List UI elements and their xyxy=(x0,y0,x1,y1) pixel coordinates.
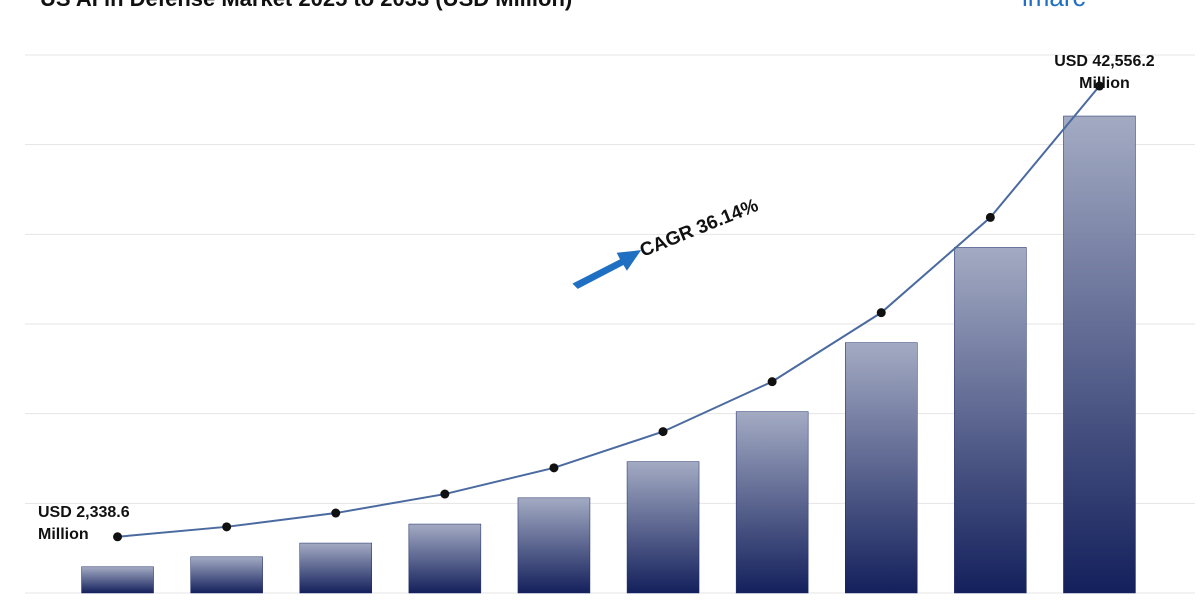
value-label: USD 42,556.2 Million xyxy=(1054,53,1155,92)
cagr-arrow xyxy=(572,250,642,289)
logo: imarc xyxy=(1022,0,1086,12)
value-label: USD 2,338.6 Million xyxy=(38,504,130,543)
bar xyxy=(408,523,482,594)
chart-title: US AI in Defense Market 2025 to 2033 (US… xyxy=(40,0,572,11)
bar xyxy=(954,247,1027,594)
bar xyxy=(626,461,700,594)
bar xyxy=(844,342,918,594)
grid xyxy=(25,54,1195,594)
cagr-label: CAGR 36.14% xyxy=(637,195,761,262)
bar xyxy=(735,411,809,594)
trend-line xyxy=(113,81,1104,542)
trend-point xyxy=(658,427,668,437)
bar xyxy=(81,566,154,594)
trend-point xyxy=(113,532,123,542)
bar xyxy=(517,497,591,594)
trend-point xyxy=(876,308,886,318)
trend-point xyxy=(222,522,232,532)
trend-point xyxy=(440,489,450,499)
trend-line xyxy=(117,85,1101,538)
trend-point xyxy=(767,377,777,387)
trend-point xyxy=(331,508,341,518)
bars xyxy=(81,115,1136,594)
trend-point xyxy=(1094,81,1104,91)
trend-point xyxy=(549,463,559,473)
bar xyxy=(190,556,263,594)
trend-point xyxy=(985,212,995,222)
bar xyxy=(299,542,373,594)
bar xyxy=(1063,115,1136,594)
